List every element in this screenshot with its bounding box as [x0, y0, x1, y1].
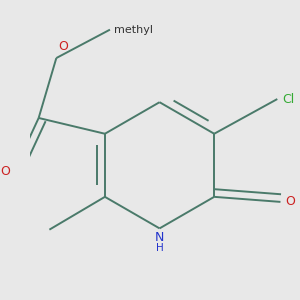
- Text: O: O: [285, 195, 295, 208]
- Text: N: N: [155, 232, 164, 244]
- Text: H: H: [156, 243, 164, 253]
- Text: O: O: [58, 40, 68, 53]
- Text: O: O: [0, 165, 10, 178]
- Text: methyl: methyl: [114, 25, 153, 34]
- Text: Cl: Cl: [282, 92, 294, 106]
